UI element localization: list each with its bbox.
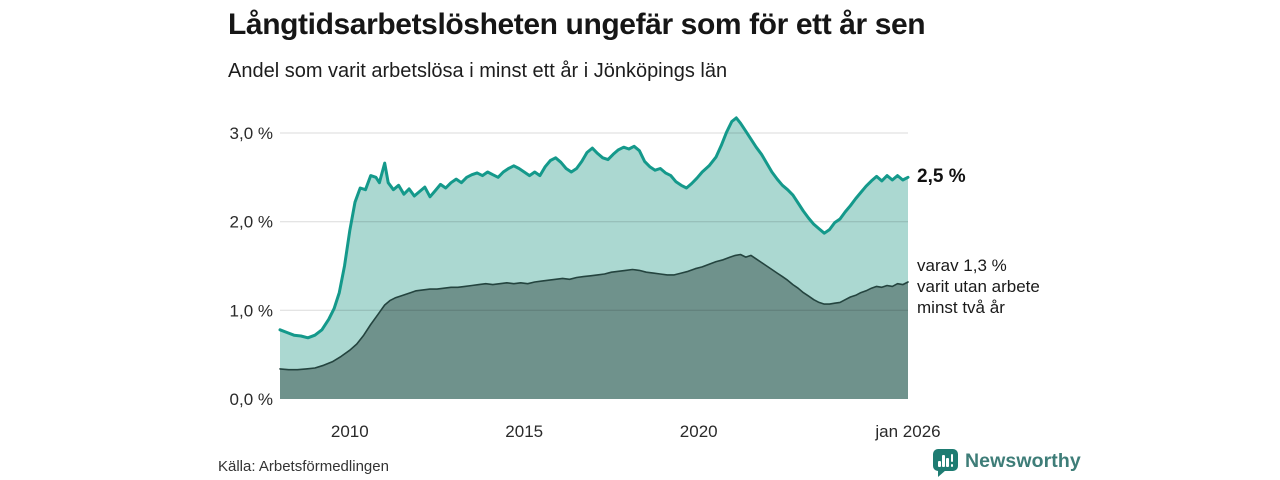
series-area-2 [280,254,908,399]
annotation-line-1: varav 1,3 % [917,256,1007,275]
y-tick-label: 0,0 % [230,390,273,409]
secondary-series-annotation: varav 1,3 % varit utan arbete minst två … [917,255,1040,318]
x-tick-label: 2010 [331,422,369,441]
y-tick-label: 3,0 % [230,124,273,143]
bar-glyph [942,455,945,467]
newsworthy-chart-bubble-icon [933,448,958,477]
newsworthy-wordmark: Newsworthy [965,450,1081,472]
exclamation-dot [950,464,954,467]
series-line-2 [279,253,909,371]
series-line-1 [278,116,910,340]
y-tick-label: 2,0 % [230,213,273,232]
x-tick-label: jan 2026 [874,422,940,441]
y-tick-label: 1,0 % [230,301,273,320]
annotation-line-2: varit utan arbete [917,277,1040,296]
chart-title: Långtidsarbetslösheten ungefär som för e… [228,8,926,41]
exclamation-bar [950,454,954,462]
annotation-line-3: minst två år [917,298,1005,317]
bar-glyph [938,460,941,467]
newsworthy-logo: Newsworthy [933,448,1081,478]
source-label: Källa: Arbetsförmedlingen [218,458,389,475]
bar-glyph [946,458,949,467]
chart-subtitle: Andel som varit arbetslösa i minst ett å… [228,60,728,82]
end-value-label: 2,5 % [917,166,966,187]
bubble-tail [938,470,946,477]
x-tick-label: 2020 [680,422,718,441]
x-tick-label: 2015 [505,422,543,441]
